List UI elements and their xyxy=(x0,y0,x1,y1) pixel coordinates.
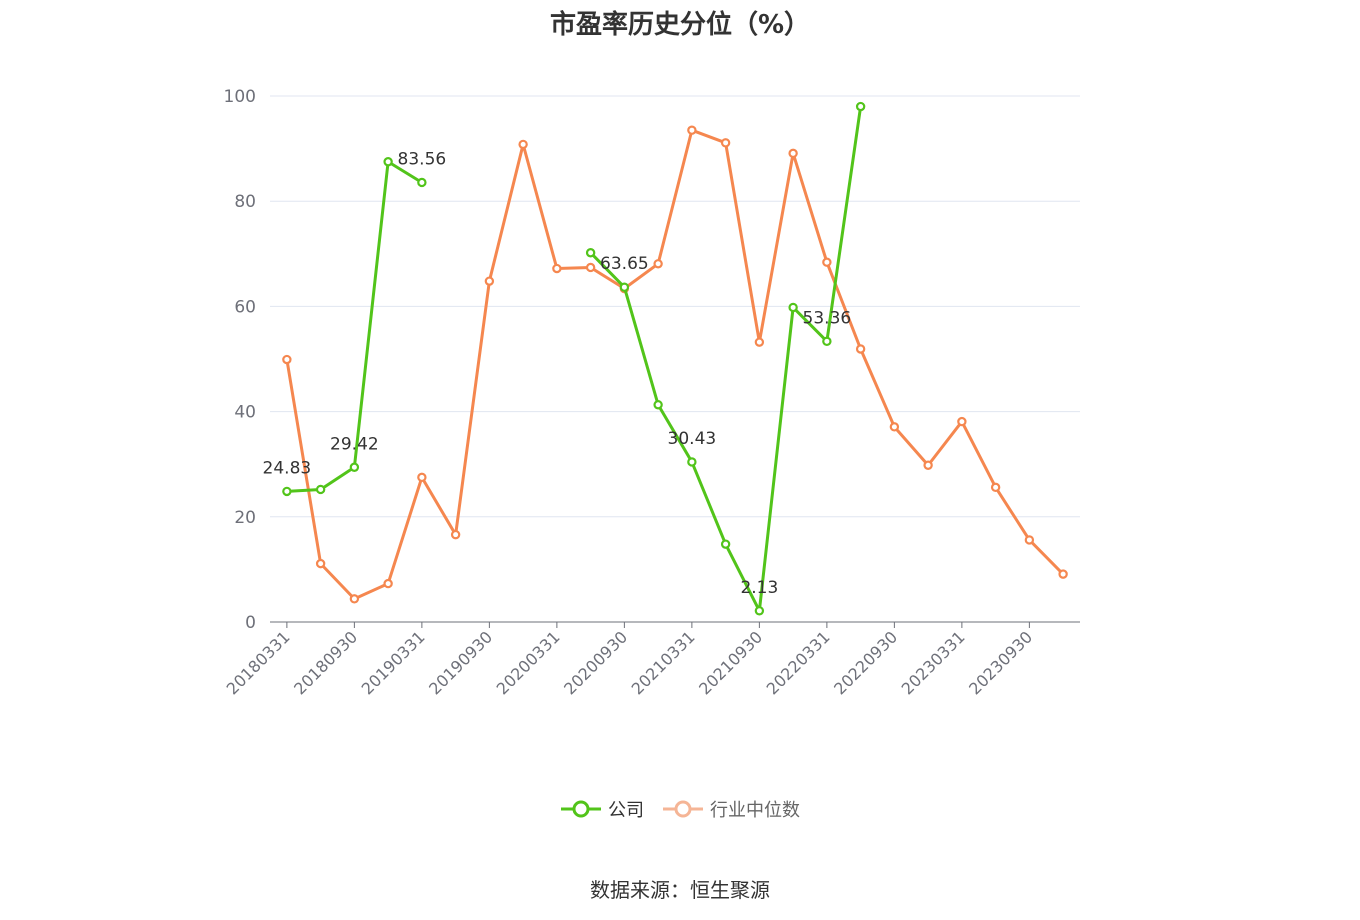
point-industry xyxy=(720,138,731,148)
point-company xyxy=(822,336,832,347)
point-company xyxy=(720,539,731,549)
chart-title: 市盈率历史分位（%） xyxy=(549,10,811,40)
series-layer xyxy=(282,101,1068,616)
point-industry xyxy=(754,337,765,347)
data-label-company: 63.65 xyxy=(600,254,649,274)
legend-item-company[interactable]: 公司 xyxy=(560,796,644,822)
point-industry xyxy=(990,482,1001,493)
point-industry xyxy=(349,594,360,604)
legend-item-industry[interactable]: 行业中位数 xyxy=(662,796,800,822)
point-industry xyxy=(315,558,326,569)
point-industry xyxy=(822,257,832,267)
point-industry xyxy=(585,262,596,273)
legend-company-label: 公司 xyxy=(608,800,644,821)
point-industry xyxy=(282,354,292,365)
point-industry xyxy=(788,148,798,159)
point-company xyxy=(754,606,765,616)
point-company xyxy=(653,400,663,410)
point-company xyxy=(282,486,292,497)
axes: 0 20 40 60 80 100 2018033120180930201903312019… xyxy=(223,87,1080,698)
x-tick-label: 20210331 xyxy=(628,627,699,698)
legend: 公司 行业中位数 xyxy=(0,796,1360,822)
y-tick-label: 60 xyxy=(234,297,256,317)
data-label-company: 29.42 xyxy=(330,434,379,454)
point-industry xyxy=(1024,535,1035,545)
x-tick-label: 20190331 xyxy=(358,627,429,698)
point-company xyxy=(687,457,697,467)
point-industry xyxy=(957,416,967,427)
x-tick-label: 20220930 xyxy=(830,627,901,698)
x-tick-label: 20210930 xyxy=(695,627,766,698)
point-industry xyxy=(552,263,562,274)
point-industry xyxy=(450,529,461,540)
legend-industry-icon xyxy=(663,800,703,818)
source-note: 数据来源：恒生聚源 xyxy=(590,878,770,902)
y-tick-label: 0 xyxy=(245,613,256,633)
point-industry xyxy=(687,125,697,135)
legend-industry-label: 行业中位数 xyxy=(710,800,800,821)
point-industry xyxy=(383,578,393,589)
y-tick-label: 80 xyxy=(234,192,256,212)
point-company xyxy=(585,248,596,258)
legend-company-icon xyxy=(561,800,601,818)
point-industry xyxy=(417,472,427,483)
point-industry xyxy=(518,139,528,150)
x-tick-label: 20220331 xyxy=(763,627,834,698)
point-company xyxy=(855,101,866,112)
x-tick-label: 20230331 xyxy=(898,627,969,698)
point-industry xyxy=(923,460,933,470)
point-company xyxy=(619,282,630,292)
point-industry xyxy=(889,422,900,432)
point-industry xyxy=(1058,569,1068,579)
data-label-company: 2.13 xyxy=(740,578,778,598)
data-label-company: 24.83 xyxy=(263,458,312,478)
x-tick-label: 20200930 xyxy=(560,627,631,698)
series-line-company xyxy=(589,105,863,613)
data-label-company: 53.36 xyxy=(803,308,852,328)
point-company xyxy=(788,302,798,313)
point-company xyxy=(417,177,427,188)
point-industry xyxy=(855,344,866,354)
y-tick-label: 40 xyxy=(234,403,256,423)
x-tick-label: 20230930 xyxy=(965,627,1036,698)
point-company xyxy=(383,157,393,167)
point-industry xyxy=(653,259,663,269)
x-tick-label: 20190930 xyxy=(425,627,496,698)
data-labels: 24.83 29.42 83.56 63.65 30.43 2.13 53.36 xyxy=(263,149,852,597)
x-tick-label: 20200331 xyxy=(493,627,564,698)
data-label-company: 83.56 xyxy=(398,149,447,169)
x-tick-label: 20180930 xyxy=(290,627,361,698)
point-company xyxy=(315,484,326,495)
point-industry xyxy=(484,276,495,286)
x-tick-label: 20180331 xyxy=(223,627,294,698)
series-line-industry xyxy=(285,128,1065,601)
y-tick-label: 100 xyxy=(224,87,256,107)
y-tick-label: 20 xyxy=(234,508,256,528)
point-company xyxy=(349,462,360,472)
data-label-company: 30.43 xyxy=(668,429,717,449)
